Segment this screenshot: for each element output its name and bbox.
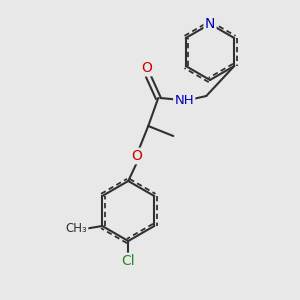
Text: O: O bbox=[131, 149, 142, 163]
Text: CH₃: CH₃ bbox=[65, 223, 87, 236]
Text: NH: NH bbox=[174, 94, 194, 107]
Text: Cl: Cl bbox=[122, 254, 135, 268]
Text: O: O bbox=[141, 61, 152, 75]
Text: N: N bbox=[205, 17, 215, 31]
